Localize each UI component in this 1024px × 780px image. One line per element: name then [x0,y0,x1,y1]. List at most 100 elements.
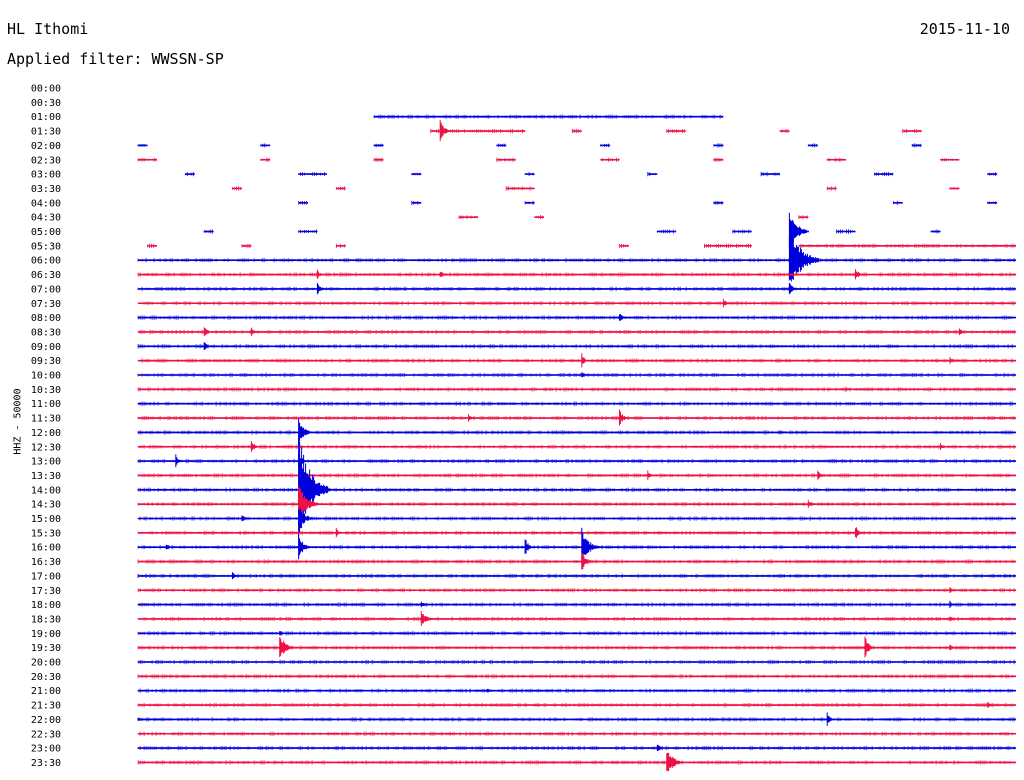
trace-noise [137,631,1015,636]
trace-row-2330 [137,752,1016,772]
row-time-label: 17:30 [31,586,61,597]
trace-noise [373,114,723,119]
trace-noise [137,731,1015,736]
row-time-label: 11:00 [31,399,61,410]
trace-noise [137,645,1015,650]
trace-noise [732,229,752,234]
seismic-event [232,572,240,580]
seismic-event [949,600,958,609]
trace-noise [137,502,1015,507]
seismic-event [524,539,534,554]
trace-noise [373,157,383,162]
trace-row-1200 [137,419,1016,445]
row-time-label: 14:30 [31,500,61,511]
trace-noise [826,157,846,162]
seismic-event [656,744,665,751]
row-time-label: 22:00 [31,715,61,726]
trace-row-1630 [137,552,1016,570]
seismic-event [581,527,600,565]
trace-noise [496,157,516,162]
seismic-event [666,752,684,772]
seismic-event [949,357,958,364]
seismic-event [619,314,627,321]
seismic-event [486,688,495,693]
trace-noise [940,158,959,162]
trace-row-1700 [137,572,1016,580]
seismic-event [581,372,590,378]
seismic-event [807,500,816,508]
seismic-event [420,611,432,626]
seismic-event [581,353,590,368]
trace-row-0800 [137,314,1016,321]
trace-noise [137,301,1015,306]
trace-row-1800 [137,600,1016,609]
trace-noise [836,229,855,234]
seismic-event [817,470,826,480]
trace-noise [137,530,1015,535]
row-time-label: 18:30 [31,614,61,625]
trace-noise [524,200,534,205]
seismic-event [420,601,429,608]
trace-noise [137,516,1015,521]
trace-noise [987,172,997,176]
trace-noise [373,143,383,148]
trace-noise [137,760,1015,765]
row-time-label: 10:00 [31,371,61,382]
trace-row-0100 [373,114,724,119]
trace-row-0700 [137,282,1016,295]
seismic-event [788,282,797,295]
trace-noise [137,430,1015,435]
trace-row-2030 [137,674,1016,679]
row-time-label: 02:30 [31,155,61,166]
trace-noise [137,659,1015,665]
trace-noise [298,229,317,234]
row-time-label: 15:30 [31,528,61,539]
seismic-event [949,616,958,622]
row-time-label: 14:00 [31,485,61,496]
row-time-label: 06:00 [31,256,61,267]
seismic-event [949,587,958,593]
row-time-label: 12:30 [31,442,61,453]
station-name: HL Ithomi [7,20,89,38]
trace-noise [911,143,921,148]
trace-noise [137,358,1015,363]
trace-noise [505,186,535,191]
trace-row-1130 [137,409,1016,426]
seismic-event [788,236,819,282]
trace-noise [147,243,156,248]
row-time-label: 17:00 [31,571,61,582]
trace-row-0300 [184,172,998,177]
seismic-event [298,436,329,539]
trace-row-1030 [137,386,1016,392]
trace-row-2100 [137,688,1016,693]
trace-noise [458,215,478,220]
trace-noise [184,172,194,177]
row-time-label: 20:30 [31,672,61,683]
trace-row-1730 [137,587,1016,593]
row-time-label: 11:30 [31,414,61,425]
trace-noise [600,143,609,148]
row-time-label: 09:30 [31,356,61,367]
trace-noise [666,129,686,134]
trace-noise [713,143,723,148]
trace-row-2000 [137,659,1016,665]
trace-row-1500 [137,507,1016,529]
trace-noise [298,172,327,176]
seismic-event [316,269,325,279]
trace-row-1400 [137,436,1016,539]
trace-noise [137,745,1015,751]
trace-noise [949,187,959,190]
trace-row-0130 [430,119,922,142]
row-time-label: 09:00 [31,342,61,353]
trace-row-1300 [137,454,1016,468]
trace-noise [232,186,241,191]
row-time-label: 07:00 [31,284,61,295]
trace-noise [779,129,789,133]
trace-noise [137,702,1015,708]
row-time-label: 02:00 [31,141,61,152]
seismic-event [619,409,628,426]
row-time-label: 22:30 [31,729,61,740]
seismic-event [439,119,451,142]
trace-row-0200 [137,143,922,148]
